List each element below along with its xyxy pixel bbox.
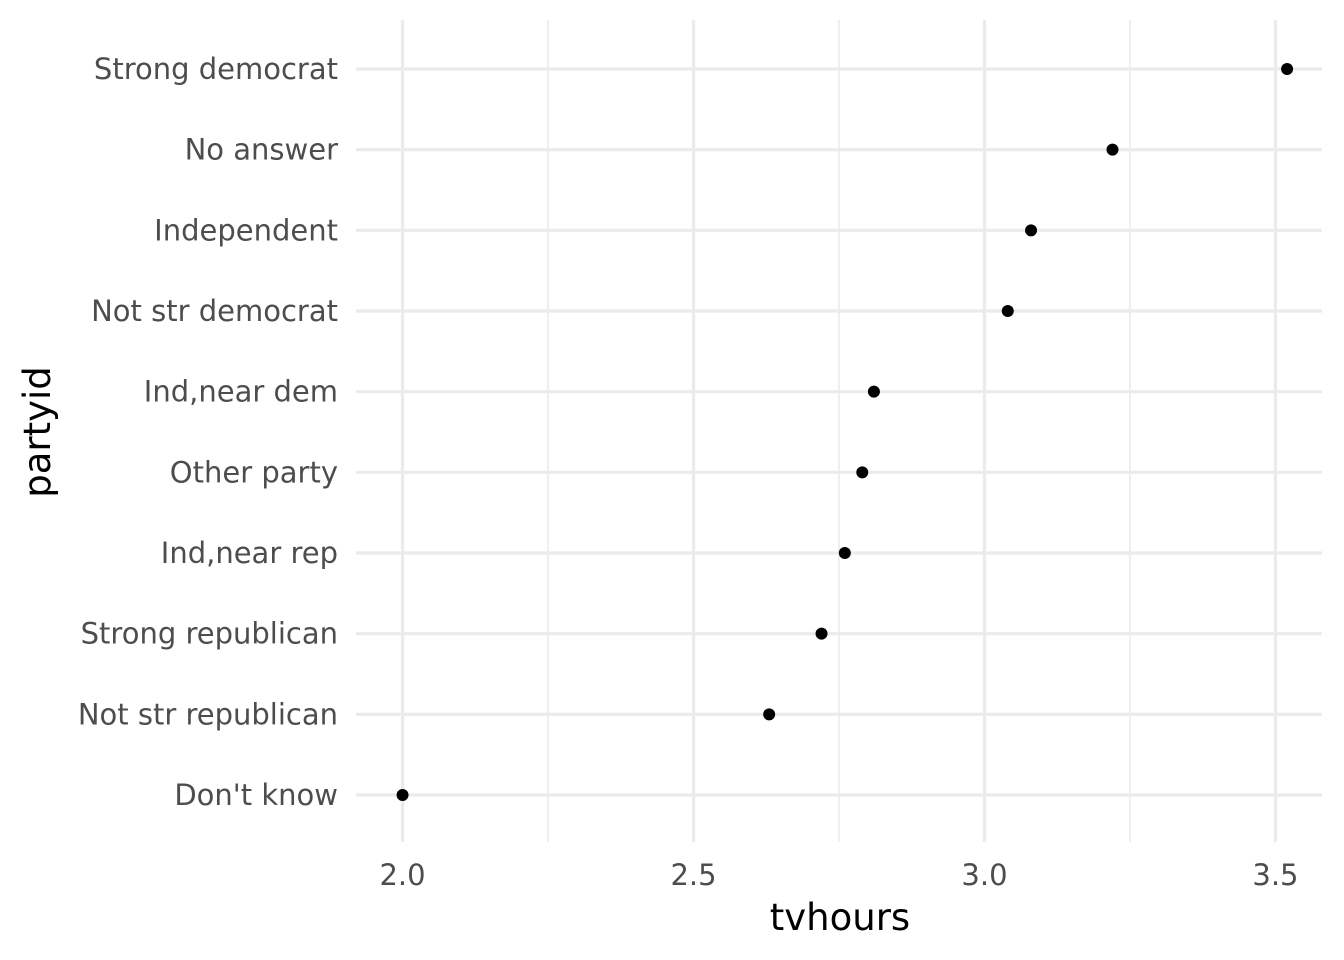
y-tick-label: Ind,near rep — [161, 536, 338, 570]
y-axis-tick-labels: Don't know Not str republican Strong repub… — [78, 52, 338, 812]
data-point — [856, 466, 869, 479]
y-tick-label: Not str democrat — [91, 294, 338, 328]
data-point — [396, 789, 409, 801]
x-tick-label: 3.0 — [961, 858, 1007, 892]
data-point — [1281, 63, 1294, 75]
y-tick-label: Strong democrat — [94, 52, 338, 86]
y-tick-label: Don't know — [174, 778, 338, 812]
data-points — [396, 63, 1294, 801]
data-point — [763, 708, 776, 721]
x-tick-label: 2.0 — [379, 858, 425, 892]
y-axis-title: partyid — [16, 366, 59, 498]
data-point — [867, 385, 880, 398]
data-point — [815, 627, 828, 640]
x-axis-tick-labels: 2.0 2.5 3.0 3.5 — [379, 858, 1298, 892]
grid — [356, 20, 1322, 842]
data-point — [1001, 305, 1014, 317]
x-tick-label: 2.5 — [670, 858, 716, 892]
y-tick-label: Not str republican — [78, 697, 338, 731]
x-axis-title: tvhours — [770, 896, 910, 939]
data-point — [1106, 143, 1119, 156]
y-tick-label: Strong republican — [81, 617, 338, 651]
data-point — [1025, 224, 1038, 237]
y-tick-label: Ind,near dem — [144, 375, 338, 409]
y-tick-label: Other party — [170, 455, 338, 489]
y-tick-label: No answer — [185, 133, 338, 167]
y-tick-label: Independent — [154, 213, 338, 247]
data-point — [838, 547, 851, 559]
x-tick-label: 3.5 — [1252, 858, 1298, 892]
